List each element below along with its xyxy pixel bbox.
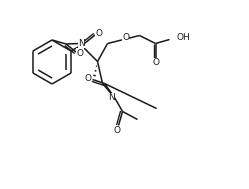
Text: O: O <box>122 33 129 42</box>
Text: O: O <box>84 74 91 83</box>
Text: O: O <box>96 29 103 39</box>
Text: N: N <box>108 93 115 102</box>
Text: O: O <box>152 58 159 67</box>
Text: O: O <box>113 126 120 135</box>
Text: N: N <box>78 39 85 48</box>
Text: O: O <box>76 49 83 57</box>
Text: OH: OH <box>177 33 190 42</box>
